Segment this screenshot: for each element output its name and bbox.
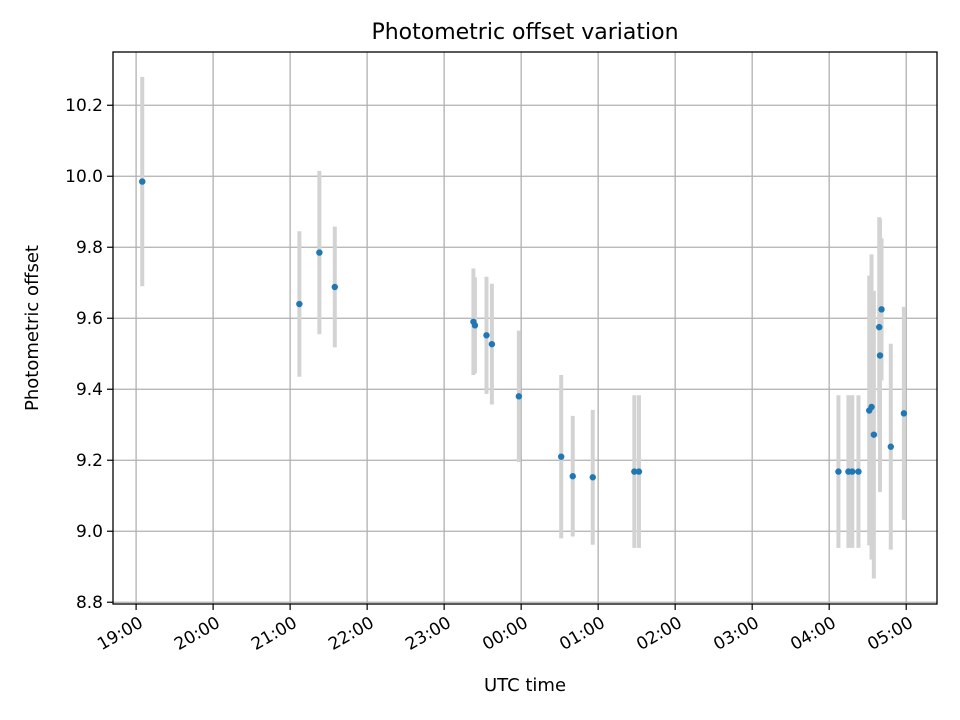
- data-point: [870, 431, 878, 438]
- data-point: [900, 410, 908, 417]
- data-point: [855, 468, 862, 475]
- data-point: [876, 323, 883, 331]
- data-points: [139, 178, 908, 481]
- data-point: [515, 393, 523, 400]
- data-point: [316, 249, 323, 256]
- data-point: [569, 473, 576, 480]
- data-point: [887, 443, 894, 450]
- data-point: [635, 468, 643, 475]
- data-point: [488, 340, 496, 348]
- data-point: [589, 474, 596, 481]
- y-axis-ticks: 8.8 9.0 9.2 9.4 9.6 9.8 10.0 10.2: [65, 96, 113, 613]
- data-point: [483, 332, 490, 339]
- y-tick-label: 9.6: [76, 309, 103, 329]
- data-point: [471, 322, 479, 329]
- y-tick-label: 8.8: [76, 593, 103, 613]
- x-axis-label: UTC time: [484, 675, 566, 696]
- data-point: [876, 352, 884, 359]
- y-axis-label: Photometric offset: [22, 245, 43, 411]
- data-point: [878, 306, 885, 313]
- y-tick-label: 9.4: [76, 380, 103, 400]
- data-point: [557, 453, 565, 460]
- data-point: [849, 468, 856, 475]
- y-tick-label: 10.2: [65, 96, 103, 116]
- data-point: [835, 468, 842, 475]
- plot-frame: [112, 51, 938, 605]
- y-tick-label: 10.0: [65, 167, 103, 187]
- y-tick-label: 9.2: [76, 451, 103, 471]
- data-point: [139, 178, 146, 185]
- chart-title: Photometric offset variation: [371, 20, 678, 45]
- data-point: [331, 283, 338, 291]
- y-tick-label: 9.0: [76, 522, 103, 542]
- data-point: [296, 300, 303, 308]
- grid: [113, 52, 937, 604]
- data-point: [868, 403, 875, 411]
- data-point: [631, 468, 638, 475]
- y-tick-label: 9.8: [76, 238, 103, 258]
